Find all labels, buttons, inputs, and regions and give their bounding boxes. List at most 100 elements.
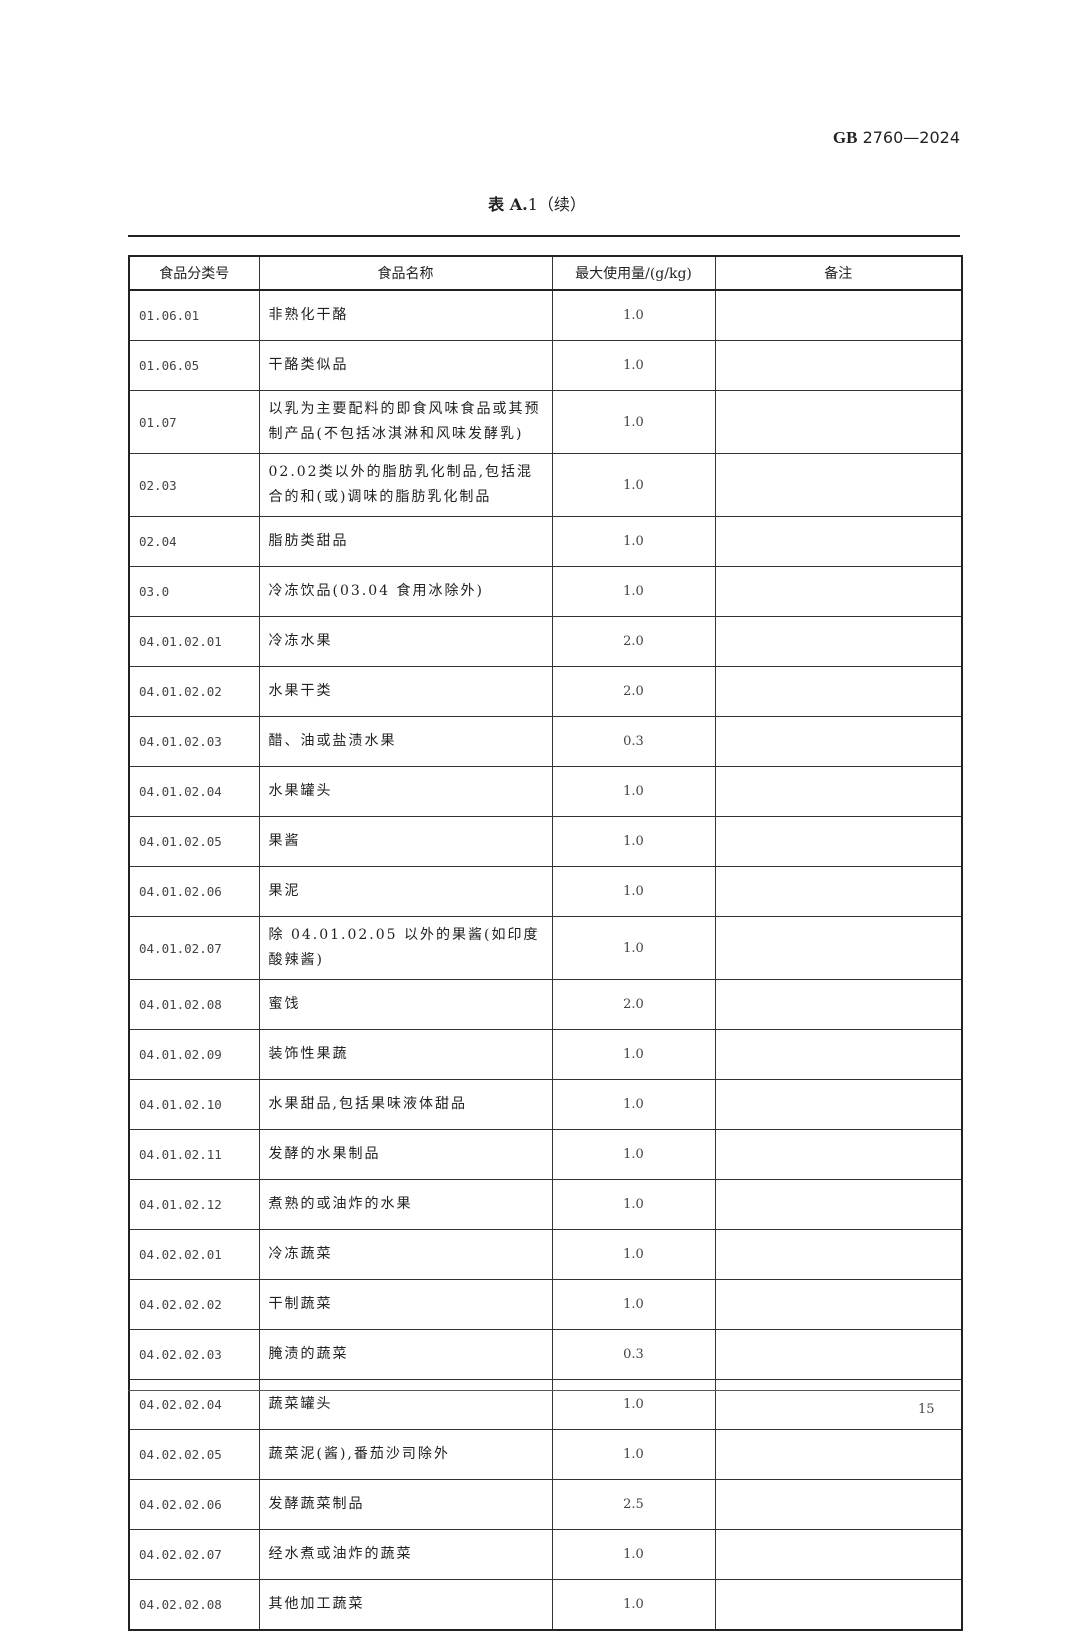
column-header: 最大使用量/(g/kg) bbox=[551, 255, 716, 291]
table-row: 04.01.02.06 果泥 1.0 bbox=[128, 866, 963, 917]
standard-code: 2760—2024 bbox=[862, 128, 960, 147]
remarks bbox=[714, 566, 963, 617]
column-header: 食品分类号 bbox=[128, 255, 260, 291]
food-category-code: 03.0 bbox=[128, 566, 260, 617]
food-name: 蔬菜罐头 bbox=[258, 1379, 553, 1430]
page-number: 15 bbox=[918, 1402, 935, 1417]
remarks bbox=[714, 1479, 963, 1530]
table-row: 04.02.02.05 蔬菜泥(酱),番茄沙司除外 1.0 bbox=[128, 1429, 963, 1480]
column-header: 食品名称 bbox=[258, 255, 553, 291]
food-category-code: 04.01.02.05 bbox=[128, 816, 260, 867]
max-usage: 0.3 bbox=[551, 1329, 716, 1380]
remarks bbox=[714, 1529, 963, 1580]
remarks bbox=[714, 289, 963, 341]
food-name: 发酵蔬菜制品 bbox=[258, 1479, 553, 1530]
remarks bbox=[714, 1429, 963, 1480]
max-usage: 1.0 bbox=[551, 516, 716, 567]
max-usage: 2.5 bbox=[551, 1479, 716, 1530]
food-category-code: 04.02.02.02 bbox=[128, 1279, 260, 1330]
table-row: 04.01.02.03 醋、油或盐渍水果 0.3 bbox=[128, 716, 963, 767]
food-category-code: 04.01.02.01 bbox=[128, 616, 260, 667]
table-row: 04.01.02.12 煮熟的或油炸的水果 1.0 bbox=[128, 1179, 963, 1230]
food-category-code: 04.01.02.11 bbox=[128, 1129, 260, 1180]
food-name: 发酵的水果制品 bbox=[258, 1129, 553, 1180]
table-row: 04.02.02.03 腌渍的蔬菜 0.3 bbox=[128, 1329, 963, 1380]
remarks bbox=[714, 453, 963, 517]
table-row: 04.01.02.04 水果罐头 1.0 bbox=[128, 766, 963, 817]
remarks bbox=[714, 666, 963, 717]
standard-number: GB 2760—2024 bbox=[833, 128, 960, 148]
table-row: 03.0 冷冻饮品(03.04 食用冰除外) 1.0 bbox=[128, 566, 963, 617]
table-row: 04.02.02.04 蔬菜罐头 1.0 bbox=[128, 1379, 963, 1430]
food-category-code: 04.01.02.09 bbox=[128, 1029, 260, 1080]
food-name: 水果甜品,包括果味液体甜品 bbox=[258, 1079, 553, 1130]
food-category-code: 01.07 bbox=[128, 390, 260, 454]
remarks bbox=[714, 979, 963, 1030]
food-name: 02.02类以外的脂肪乳化制品,包括混合的和(或)调味的脂肪乳化制品 bbox=[258, 453, 553, 517]
remarks bbox=[714, 1579, 963, 1631]
max-usage: 2.0 bbox=[551, 666, 716, 717]
max-usage: 1.0 bbox=[551, 816, 716, 867]
max-usage: 1.0 bbox=[551, 289, 716, 341]
food-name: 蔬菜泥(酱),番茄沙司除外 bbox=[258, 1429, 553, 1480]
food-category-code: 04.01.02.03 bbox=[128, 716, 260, 767]
table-row: 02.04 脂肪类甜品 1.0 bbox=[128, 516, 963, 567]
food-name: 冷冻蔬菜 bbox=[258, 1229, 553, 1280]
food-category-code: 04.02.02.01 bbox=[128, 1229, 260, 1280]
food-category-code: 04.02.02.08 bbox=[128, 1579, 260, 1631]
max-usage: 1.0 bbox=[551, 390, 716, 454]
table-row: 04.02.02.01 冷冻蔬菜 1.0 bbox=[128, 1229, 963, 1280]
max-usage: 0.3 bbox=[551, 716, 716, 767]
food-category-code: 04.02.02.04 bbox=[128, 1379, 260, 1430]
max-usage: 2.0 bbox=[551, 616, 716, 667]
remarks bbox=[714, 716, 963, 767]
food-category-code: 04.02.02.03 bbox=[128, 1329, 260, 1380]
food-name: 干制蔬菜 bbox=[258, 1279, 553, 1330]
food-name: 以乳为主要配料的即食风味食品或其预制产品(不包括冰淇淋和风味发酵乳) bbox=[258, 390, 553, 454]
max-usage: 1.0 bbox=[551, 1279, 716, 1330]
remarks bbox=[714, 1129, 963, 1180]
table-row: 04.01.02.09 装饰性果蔬 1.0 bbox=[128, 1029, 963, 1080]
table-title-suffix: 1（续） bbox=[527, 195, 586, 214]
max-usage: 1.0 bbox=[551, 1379, 716, 1430]
table-row: 04.01.02.07 除 04.01.02.05 以外的果酱(如印度酸辣酱) 1.… bbox=[128, 916, 963, 980]
table-row: 04.02.02.06 发酵蔬菜制品 2.5 bbox=[128, 1479, 963, 1530]
remarks bbox=[714, 340, 963, 391]
remarks bbox=[714, 616, 963, 667]
food-category-code: 01.06.01 bbox=[128, 289, 260, 341]
max-usage: 1.0 bbox=[551, 866, 716, 917]
table-row: 01.06.05 干酪类似品 1.0 bbox=[128, 340, 963, 391]
max-usage: 1.0 bbox=[551, 1079, 716, 1130]
food-name: 冷冻水果 bbox=[258, 616, 553, 667]
food-category-code: 04.01.02.10 bbox=[128, 1079, 260, 1130]
remarks bbox=[714, 1229, 963, 1280]
max-usage: 1.0 bbox=[551, 566, 716, 617]
remarks bbox=[714, 1329, 963, 1380]
food-name: 非熟化干酪 bbox=[258, 289, 553, 341]
max-usage: 1.0 bbox=[551, 766, 716, 817]
max-usage: 1.0 bbox=[551, 1229, 716, 1280]
footer-rule bbox=[128, 1390, 960, 1391]
table-row: 02.03 02.02类以外的脂肪乳化制品,包括混合的和(或)调味的脂肪乳化制品 1… bbox=[128, 453, 963, 517]
column-header: 备注 bbox=[714, 255, 963, 291]
food-name: 果泥 bbox=[258, 866, 553, 917]
food-name: 煮熟的或油炸的水果 bbox=[258, 1179, 553, 1230]
food-name: 果酱 bbox=[258, 816, 553, 867]
max-usage: 1.0 bbox=[551, 1529, 716, 1580]
max-usage: 1.0 bbox=[551, 1579, 716, 1631]
max-usage: 2.0 bbox=[551, 979, 716, 1030]
standard-prefix: GB bbox=[832, 128, 858, 147]
food-name: 其他加工蔬菜 bbox=[258, 1579, 553, 1631]
food-name: 腌渍的蔬菜 bbox=[258, 1329, 553, 1380]
remarks bbox=[714, 916, 963, 980]
food-name: 水果罐头 bbox=[258, 766, 553, 817]
max-usage: 1.0 bbox=[551, 916, 716, 980]
food-name: 醋、油或盐渍水果 bbox=[258, 716, 553, 767]
additive-table: 食品分类号 食品名称 最大使用量/(g/kg) 备注 01.06.01 非熟化干酪… bbox=[128, 255, 963, 1631]
max-usage: 1.0 bbox=[551, 453, 716, 517]
table-row: 04.01.02.11 发酵的水果制品 1.0 bbox=[128, 1129, 963, 1180]
food-name: 冷冻饮品(03.04 食用冰除外) bbox=[258, 566, 553, 617]
table-header-row: 食品分类号 食品名称 最大使用量/(g/kg) 备注 bbox=[128, 255, 963, 291]
remarks bbox=[714, 1279, 963, 1330]
table-row: 04.01.02.10 水果甜品,包括果味液体甜品 1.0 bbox=[128, 1079, 963, 1130]
